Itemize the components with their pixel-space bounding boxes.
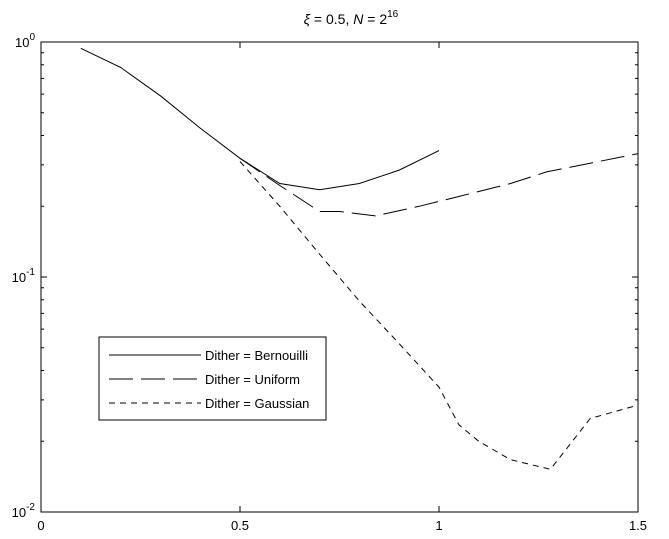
x-tick-label: 0 — [37, 518, 44, 533]
y-tick-label: 10-1 — [12, 267, 36, 285]
y-tick-label: 100 — [15, 32, 35, 50]
chart-title: ξ = 0.5, N = 216 — [304, 9, 399, 27]
legend: Dither = Bernouilli Dither = Uniform Dithe… — [98, 336, 327, 421]
title-xi-symbol: ξ — [304, 11, 311, 27]
y-tick-label: 10-2 — [12, 502, 36, 520]
x-tick-label: 0.5 — [231, 518, 249, 533]
title-xi-value: = 0.5, — [310, 11, 353, 27]
x-tick-label: 1.5 — [629, 518, 647, 533]
legend-label: Dither = Bernouilli — [205, 348, 308, 363]
title-n-eq: = 2 — [363, 11, 387, 27]
series-line-3 — [239, 161, 639, 470]
legend-label: Dither = Uniform — [205, 372, 300, 387]
title-n-symbol: N — [353, 11, 364, 27]
ticks-layer: 0 0.5 1 1.5 10-2 10-1 100 — [12, 32, 647, 533]
series-line-1 — [80, 47, 440, 191]
series-layer — [80, 47, 639, 470]
legend-box — [98, 336, 327, 421]
legend-label: Dither = Gaussian — [205, 396, 309, 411]
plot-area-border — [40, 41, 639, 513]
x-tick-label: 1 — [435, 518, 442, 533]
title-n-exponent: 16 — [387, 9, 399, 20]
plot-axes-frame — [40, 41, 639, 513]
series-line-2 — [239, 153, 639, 217]
